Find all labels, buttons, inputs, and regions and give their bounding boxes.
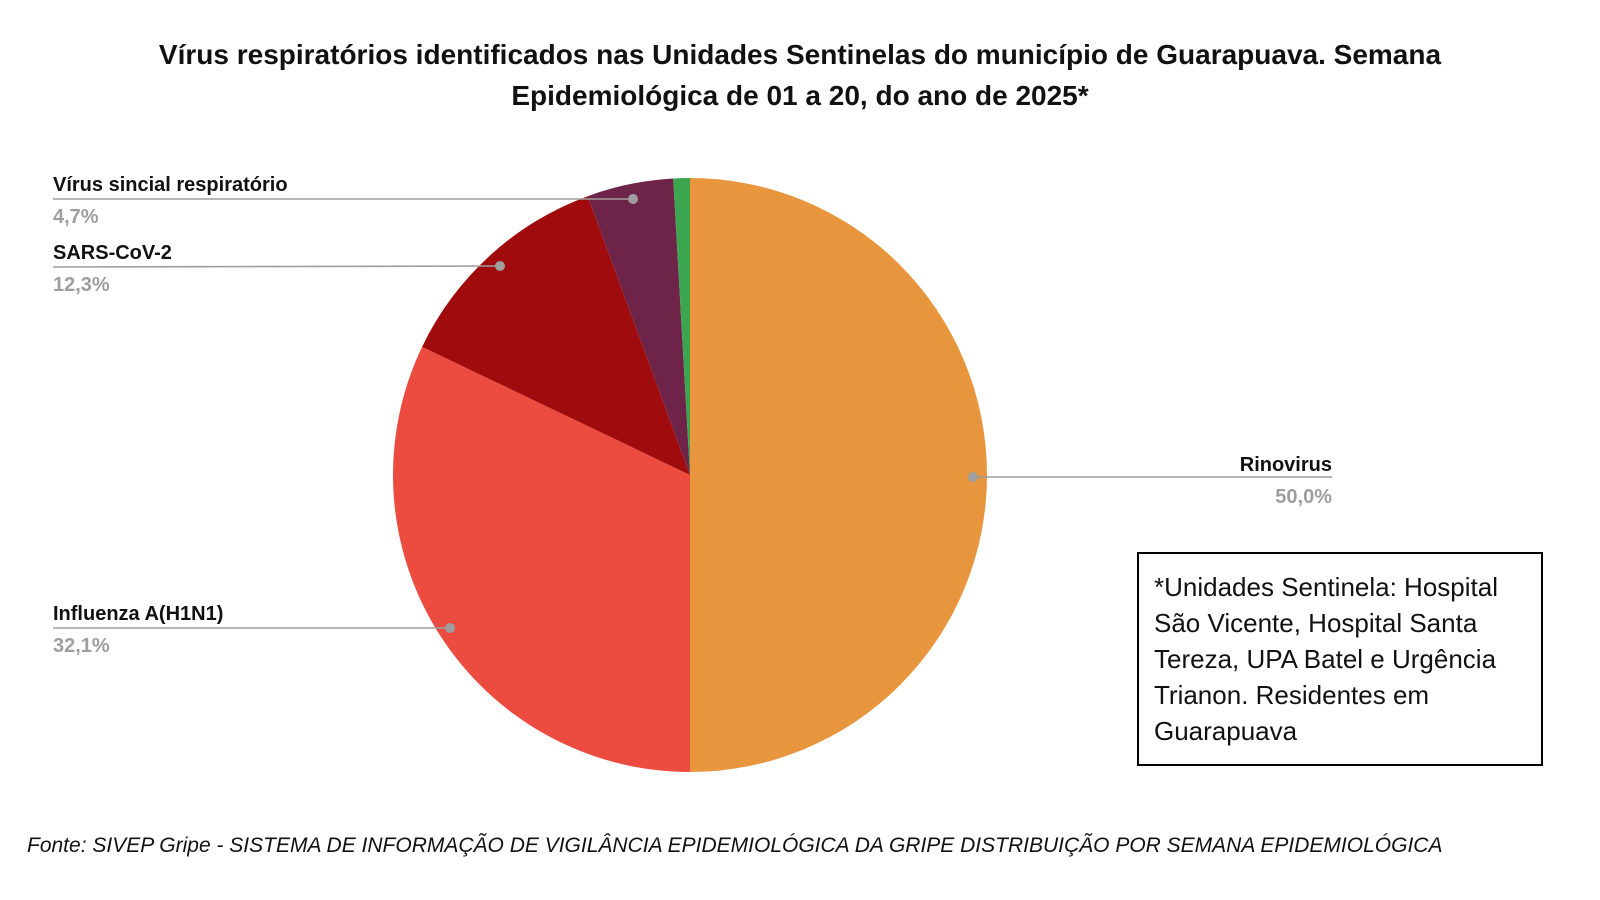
pie-slice-rinovirus[interactable] (690, 178, 987, 772)
sentinel-units-note-box: *Unidades Sentinela: Hospital São Vicent… (1137, 552, 1543, 766)
pie-slice-influenza-a-h1n1-[interactable] (393, 346, 690, 772)
slice-label-sarscov2-pct: 12,3% (53, 274, 110, 296)
slice-label-rinovirus-name: Rinovirus (1239, 454, 1332, 476)
slice-label-vsr: Vírus sincial respiratório 4,7% (53, 172, 288, 230)
chart-title: Vírus respiratórios identificados nas Un… (0, 34, 1600, 116)
leader-line-sarscov2 (52, 265, 501, 268)
leader-dot-rinovirus (968, 472, 978, 482)
slice-label-vsr-pct: 4,7% (53, 206, 99, 228)
slice-label-rinovirus: Rinovirus 50,0% (1032, 452, 1332, 510)
pie-slice-unlabeled-4[interactable] (673, 177, 690, 475)
leader-dot-sarscov2 (495, 261, 505, 271)
slice-label-sarscov2: SARS-CoV-2 12,3% (53, 240, 172, 298)
slice-label-influenza-name: Influenza A(H1N1) (53, 603, 224, 625)
slice-label-influenza: Influenza A(H1N1) 32,1% (53, 601, 223, 659)
chart-title-line2: Epidemiológica de 01 a 20, do ano de 202… (511, 80, 1089, 111)
slice-label-vsr-name: Vírus sincial respiratório (53, 174, 288, 196)
source-note: Fonte: SIVEP Gripe - SISTEMA DE INFORMAÇ… (27, 834, 1443, 857)
sentinel-units-note-text: *Unidades Sentinela: Hospital São Vicent… (1154, 572, 1498, 746)
pie-slice-v-rus-sincial-respirat-rio[interactable] (587, 178, 690, 475)
leader-dot-influenza (445, 623, 455, 633)
slice-label-rinovirus-pct: 50,0% (1275, 486, 1332, 508)
slice-label-influenza-pct: 32,1% (53, 635, 110, 657)
leader-dot-vsr (628, 194, 638, 204)
slice-label-sarscov2-name: SARS-CoV-2 (53, 242, 172, 264)
chart-title-line1: Vírus respiratórios identificados nas Un… (158, 39, 1442, 70)
